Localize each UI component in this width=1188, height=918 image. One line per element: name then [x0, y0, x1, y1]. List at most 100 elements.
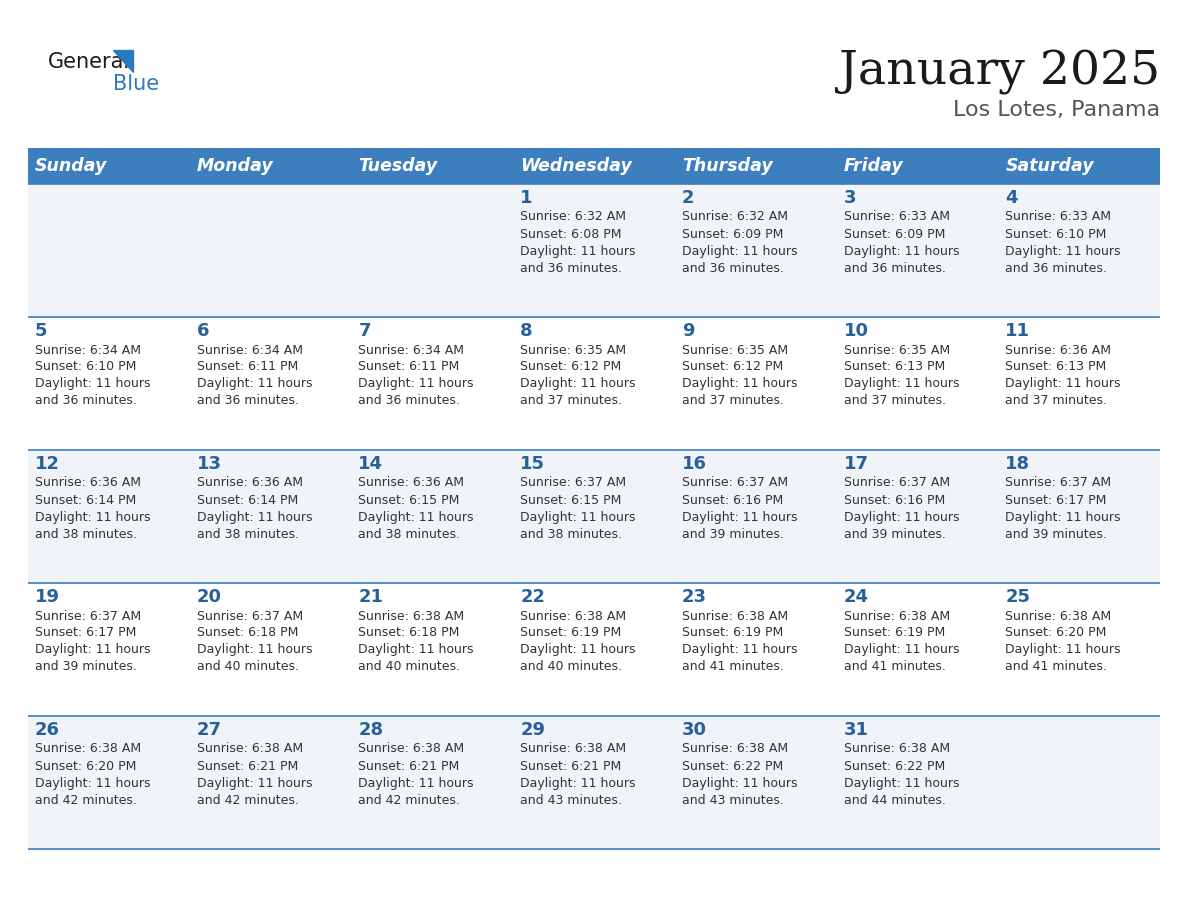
- Text: Daylight: 11 hours: Daylight: 11 hours: [520, 777, 636, 789]
- Text: Sunrise: 6:37 AM: Sunrise: 6:37 AM: [682, 476, 788, 489]
- Text: Sunset: 6:12 PM: Sunset: 6:12 PM: [520, 361, 621, 374]
- Text: 23: 23: [682, 588, 707, 606]
- Text: and 41 minutes.: and 41 minutes.: [1005, 660, 1107, 674]
- Text: Sunset: 6:21 PM: Sunset: 6:21 PM: [197, 759, 298, 773]
- Text: Tuesday: Tuesday: [359, 157, 437, 175]
- Text: Sunrise: 6:34 AM: Sunrise: 6:34 AM: [197, 343, 303, 356]
- Text: Sunrise: 6:33 AM: Sunrise: 6:33 AM: [843, 210, 949, 223]
- Bar: [190, 583, 352, 716]
- Text: Sunrise: 6:34 AM: Sunrise: 6:34 AM: [34, 343, 141, 356]
- Text: Daylight: 11 hours: Daylight: 11 hours: [520, 644, 636, 656]
- Text: Sunrise: 6:34 AM: Sunrise: 6:34 AM: [359, 343, 465, 356]
- Text: and 36 minutes.: and 36 minutes.: [197, 395, 298, 408]
- Text: Sunrise: 6:38 AM: Sunrise: 6:38 AM: [843, 610, 949, 622]
- Text: and 37 minutes.: and 37 minutes.: [843, 395, 946, 408]
- Text: Sunrise: 6:33 AM: Sunrise: 6:33 AM: [1005, 210, 1111, 223]
- Text: Thursday: Thursday: [682, 157, 772, 175]
- Bar: [675, 148, 836, 184]
- Text: Wednesday: Wednesday: [520, 157, 632, 175]
- Text: Sunset: 6:17 PM: Sunset: 6:17 PM: [34, 626, 137, 640]
- Text: Sunset: 6:22 PM: Sunset: 6:22 PM: [682, 759, 783, 773]
- Text: and 42 minutes.: and 42 minutes.: [197, 793, 298, 807]
- Text: Sunset: 6:15 PM: Sunset: 6:15 PM: [520, 494, 621, 507]
- Bar: [352, 148, 513, 184]
- Text: Daylight: 11 hours: Daylight: 11 hours: [197, 510, 312, 523]
- Text: Sunset: 6:10 PM: Sunset: 6:10 PM: [1005, 228, 1107, 241]
- Text: Sunrise: 6:38 AM: Sunrise: 6:38 AM: [359, 610, 465, 622]
- Text: Sunset: 6:09 PM: Sunset: 6:09 PM: [682, 228, 783, 241]
- Text: Sunset: 6:13 PM: Sunset: 6:13 PM: [843, 361, 944, 374]
- Text: 26: 26: [34, 721, 61, 739]
- Bar: [190, 317, 352, 450]
- Bar: [675, 716, 836, 849]
- Text: Sunset: 6:22 PM: Sunset: 6:22 PM: [843, 759, 944, 773]
- Text: and 39 minutes.: and 39 minutes.: [682, 528, 784, 541]
- Text: Daylight: 11 hours: Daylight: 11 hours: [34, 377, 151, 390]
- Text: Sunrise: 6:32 AM: Sunrise: 6:32 AM: [520, 210, 626, 223]
- Bar: [352, 184, 513, 317]
- Text: and 38 minutes.: and 38 minutes.: [520, 528, 623, 541]
- Text: 18: 18: [1005, 455, 1030, 473]
- Text: and 36 minutes.: and 36 minutes.: [34, 395, 137, 408]
- Text: and 38 minutes.: and 38 minutes.: [197, 528, 298, 541]
- Text: and 36 minutes.: and 36 minutes.: [1005, 262, 1107, 274]
- Text: 15: 15: [520, 455, 545, 473]
- Text: Sunset: 6:19 PM: Sunset: 6:19 PM: [520, 626, 621, 640]
- Text: Sunrise: 6:36 AM: Sunrise: 6:36 AM: [359, 476, 465, 489]
- Text: Daylight: 11 hours: Daylight: 11 hours: [520, 377, 636, 390]
- Text: Blue: Blue: [113, 74, 159, 94]
- Text: 16: 16: [682, 455, 707, 473]
- Bar: [352, 583, 513, 716]
- Text: and 37 minutes.: and 37 minutes.: [682, 395, 784, 408]
- Text: Sunset: 6:20 PM: Sunset: 6:20 PM: [1005, 626, 1107, 640]
- Text: 24: 24: [843, 588, 868, 606]
- Text: January 2025: January 2025: [839, 50, 1159, 95]
- Text: Sunset: 6:21 PM: Sunset: 6:21 PM: [359, 759, 460, 773]
- Bar: [352, 317, 513, 450]
- Bar: [675, 317, 836, 450]
- Text: 30: 30: [682, 721, 707, 739]
- Bar: [29, 184, 190, 317]
- Text: 4: 4: [1005, 189, 1018, 207]
- Text: and 39 minutes.: and 39 minutes.: [843, 528, 946, 541]
- Text: General: General: [48, 52, 131, 72]
- Text: Sunrise: 6:38 AM: Sunrise: 6:38 AM: [197, 743, 303, 756]
- Text: Sunset: 6:11 PM: Sunset: 6:11 PM: [197, 361, 298, 374]
- Text: 5: 5: [34, 322, 48, 340]
- Bar: [29, 317, 190, 450]
- Text: Sunset: 6:09 PM: Sunset: 6:09 PM: [843, 228, 944, 241]
- Text: 2: 2: [682, 189, 694, 207]
- Text: Monday: Monday: [197, 157, 273, 175]
- Text: 19: 19: [34, 588, 61, 606]
- Text: and 37 minutes.: and 37 minutes.: [520, 395, 623, 408]
- Text: Daylight: 11 hours: Daylight: 11 hours: [843, 777, 959, 789]
- Text: 17: 17: [843, 455, 868, 473]
- Text: Daylight: 11 hours: Daylight: 11 hours: [34, 777, 151, 789]
- Text: 27: 27: [197, 721, 222, 739]
- Text: Sunset: 6:21 PM: Sunset: 6:21 PM: [520, 759, 621, 773]
- Bar: [190, 148, 352, 184]
- Text: Daylight: 11 hours: Daylight: 11 hours: [359, 510, 474, 523]
- Text: Sunset: 6:20 PM: Sunset: 6:20 PM: [34, 759, 137, 773]
- Text: and 43 minutes.: and 43 minutes.: [682, 793, 784, 807]
- Bar: [836, 148, 998, 184]
- Text: Sunrise: 6:38 AM: Sunrise: 6:38 AM: [1005, 610, 1112, 622]
- Text: Sunrise: 6:37 AM: Sunrise: 6:37 AM: [520, 476, 626, 489]
- Text: Sunset: 6:14 PM: Sunset: 6:14 PM: [197, 494, 298, 507]
- Text: Sunrise: 6:38 AM: Sunrise: 6:38 AM: [682, 610, 788, 622]
- Text: 20: 20: [197, 588, 222, 606]
- Text: Daylight: 11 hours: Daylight: 11 hours: [34, 510, 151, 523]
- Text: and 44 minutes.: and 44 minutes.: [843, 793, 946, 807]
- Text: Daylight: 11 hours: Daylight: 11 hours: [359, 644, 474, 656]
- Text: and 42 minutes.: and 42 minutes.: [359, 793, 460, 807]
- Bar: [998, 450, 1159, 583]
- Text: and 41 minutes.: and 41 minutes.: [843, 660, 946, 674]
- Text: Sunrise: 6:35 AM: Sunrise: 6:35 AM: [520, 343, 626, 356]
- Bar: [29, 583, 190, 716]
- Text: Daylight: 11 hours: Daylight: 11 hours: [682, 244, 797, 258]
- Text: Daylight: 11 hours: Daylight: 11 hours: [197, 644, 312, 656]
- Text: 14: 14: [359, 455, 384, 473]
- Text: 10: 10: [843, 322, 868, 340]
- Bar: [675, 184, 836, 317]
- Text: 6: 6: [197, 322, 209, 340]
